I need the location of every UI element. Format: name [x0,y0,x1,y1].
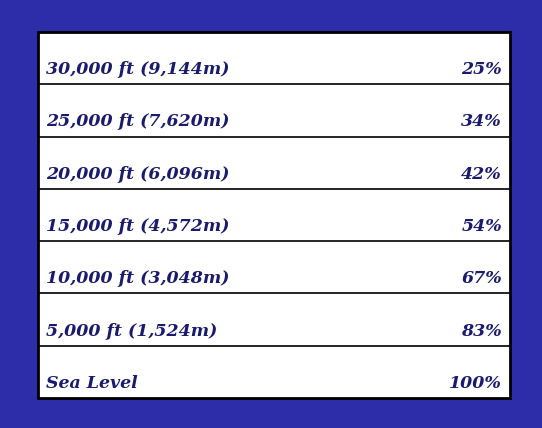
Text: 100%: 100% [449,375,502,392]
Text: Sea Level: Sea Level [46,375,138,392]
Text: 30,000 ft (9,144m): 30,000 ft (9,144m) [46,61,229,78]
Text: 5,000 ft (1,524m): 5,000 ft (1,524m) [46,323,217,339]
Text: 25%: 25% [461,61,502,78]
Text: 34%: 34% [461,113,502,131]
Text: 83%: 83% [461,323,502,339]
Text: 20,000 ft (6,096m): 20,000 ft (6,096m) [46,166,229,183]
Text: 25,000 ft (7,620m): 25,000 ft (7,620m) [46,113,229,131]
Text: 42%: 42% [461,166,502,183]
Text: 10,000 ft (3,048m): 10,000 ft (3,048m) [46,270,229,287]
Bar [38,32,510,398]
Text: 54%: 54% [461,218,502,235]
Text: 15,000 ft (4,572m): 15,000 ft (4,572m) [46,218,229,235]
Text: 67%: 67% [461,270,502,287]
